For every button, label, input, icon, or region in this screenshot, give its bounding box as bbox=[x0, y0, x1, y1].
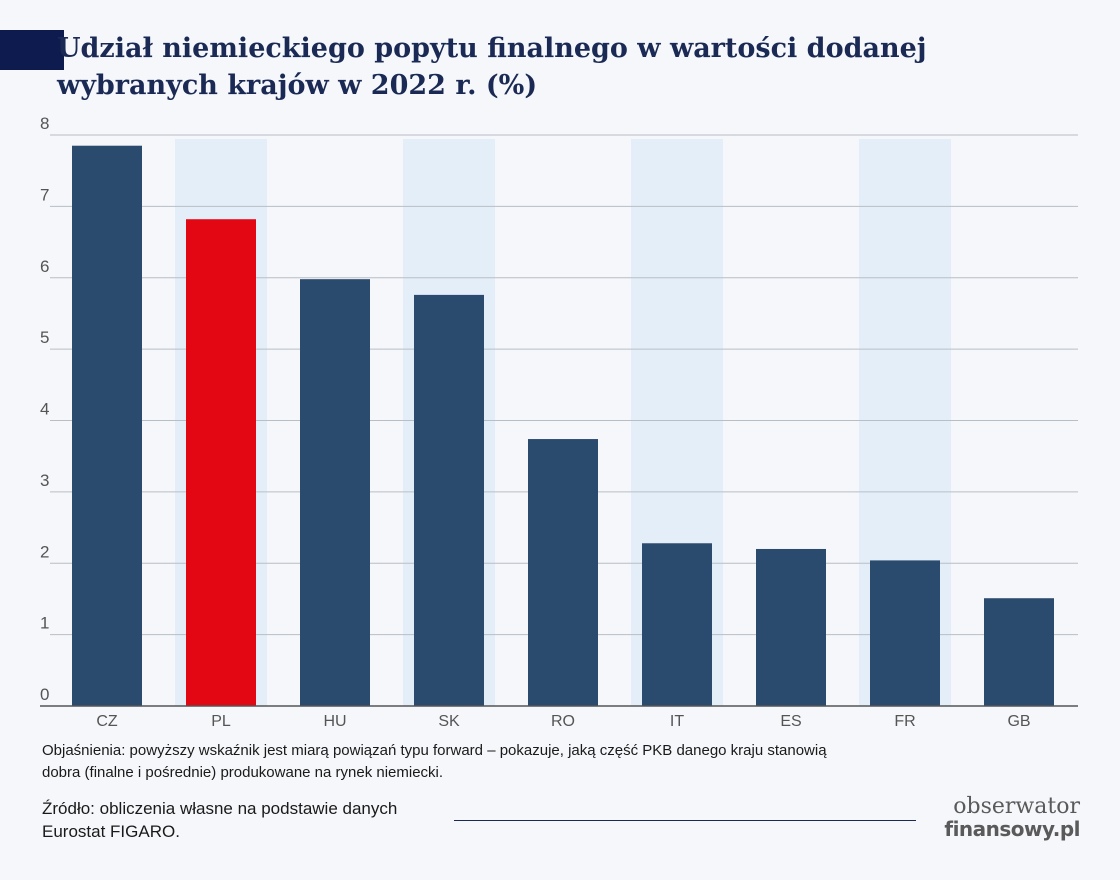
bar-it bbox=[642, 543, 712, 706]
bar-es bbox=[756, 548, 826, 706]
x-tick-label-it: IT bbox=[670, 713, 684, 730]
x-tick-label-hu: HU bbox=[323, 713, 346, 730]
x-tick-label-pl: PL bbox=[211, 713, 231, 730]
bar-ro bbox=[528, 439, 598, 706]
x-tick-label-gb: GB bbox=[1007, 713, 1030, 730]
x-tick-label-fr: FR bbox=[894, 713, 915, 730]
x-tick-label-cz: CZ bbox=[96, 713, 118, 730]
x-tick-label-es: ES bbox=[780, 713, 801, 730]
bar-sk bbox=[414, 294, 484, 706]
y-tick-label-1: 1 bbox=[40, 614, 49, 633]
bar-hu bbox=[300, 279, 370, 706]
chart-title: Udział niemieckiego popytu finalnego w w… bbox=[57, 33, 927, 101]
logo-line-1: obserwator bbox=[953, 794, 1080, 819]
bar-pl bbox=[186, 219, 256, 706]
y-tick-label-4: 4 bbox=[40, 400, 49, 419]
bar-cz bbox=[72, 145, 142, 707]
logo-line-2: finansowy.pl bbox=[944, 817, 1080, 841]
footer-divider bbox=[454, 820, 916, 821]
y-tick-label-7: 7 bbox=[40, 185, 49, 204]
brand-logo: obserwator finansowy.pl bbox=[930, 794, 1080, 841]
y-tick-label-0: 0 bbox=[40, 685, 49, 704]
y-tick-label-2: 2 bbox=[40, 542, 49, 561]
y-tick-label-6: 6 bbox=[40, 257, 49, 276]
bar-gb bbox=[984, 598, 1054, 706]
chart-source: Źródło: obliczenia własne na podstawie d… bbox=[42, 799, 398, 841]
y-tick-label-5: 5 bbox=[40, 328, 49, 347]
chart-note: Objaśnienia: powyższy wskaźnik jest miar… bbox=[42, 742, 827, 781]
y-tick-label-8: 8 bbox=[40, 114, 49, 133]
title-accent-bar bbox=[0, 30, 64, 70]
bar-fr bbox=[870, 560, 940, 706]
x-tick-label-sk: SK bbox=[438, 713, 460, 730]
y-tick-label-3: 3 bbox=[40, 471, 49, 490]
x-tick-label-ro: RO bbox=[551, 713, 575, 730]
